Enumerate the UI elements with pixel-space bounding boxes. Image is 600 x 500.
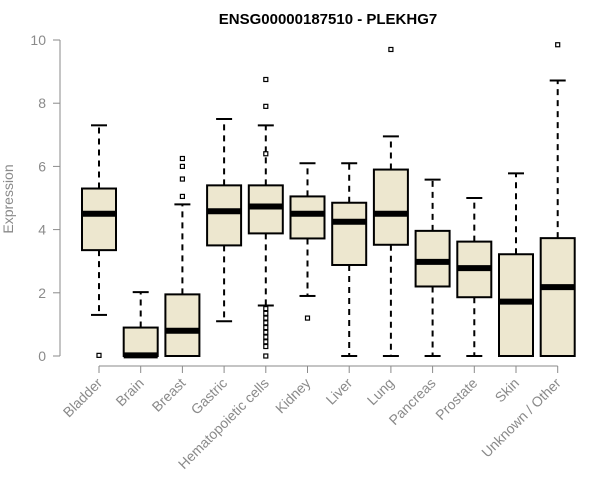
y-tick-label: 6 [38,158,46,174]
y-tick-label: 0 [38,348,46,364]
iqr-box [289,195,326,240]
outlier-point [304,315,311,321]
y-axis-label: Expression [0,164,16,233]
outlier-point [96,352,102,358]
outlier-point [179,176,185,182]
y-tick-label: 2 [38,285,46,301]
x-tick-label: Liver [323,375,356,408]
y-tick-label: 8 [38,95,46,111]
box-lung [372,46,409,357]
outlier-point [263,343,269,350]
x-tick-label: Breast [149,375,189,415]
box-bladder [81,124,117,358]
x-tick-label: Bladder [60,375,106,421]
box-kidney [289,162,326,321]
y-tick-label: 4 [38,222,46,238]
x-tick-label: Brain [112,375,146,409]
outlier-point [263,339,269,345]
outlier-point [263,329,269,335]
x-tick-label: Prostate [432,375,480,423]
box-hematopoietic-cells [247,76,284,359]
box-brain [122,291,159,359]
box-liver [331,162,368,357]
box-prostate [456,197,493,357]
outlier-point [179,155,185,162]
y-tick-label: 10 [30,32,46,48]
box-breast [164,155,201,358]
box-pancreas [414,178,451,357]
outlier-point [179,193,185,200]
outlier-point [263,76,269,83]
iqr-box [539,237,576,357]
x-tick-label: Skin [492,375,523,406]
iqr-box [206,184,243,247]
box-skin [498,172,534,357]
x-tick-label: Unknown / Other [478,375,564,461]
outlier-point [179,163,185,169]
outlier-point [263,310,269,316]
outlier-point [263,306,269,312]
iqr-box [122,326,159,357]
boxes-group [81,42,576,359]
iqr-box [331,201,368,266]
iqr-box [372,168,409,246]
outlier-point [555,42,561,48]
outlier-point [388,46,394,53]
outlier-point [263,334,269,340]
iqr-box [414,229,451,288]
outlier-point [263,324,269,331]
outlier-point [263,320,269,326]
iqr-box [498,253,534,357]
iqr-box [81,187,117,252]
box-gastric [206,118,243,323]
outlier-point [263,103,269,109]
x-tick-label: Kidney [272,375,314,417]
chart-title: ENSG00000187510 - PLEKHG7 [219,11,437,28]
box-unknown-other [539,42,576,357]
outlier-point [263,315,269,321]
outlier-point [263,151,269,157]
y-axis: 0 2 4 6 8 10 [30,32,61,364]
iqr-box [164,293,201,358]
outlier-point [263,353,269,359]
x-tick-label: Lung [364,375,397,408]
